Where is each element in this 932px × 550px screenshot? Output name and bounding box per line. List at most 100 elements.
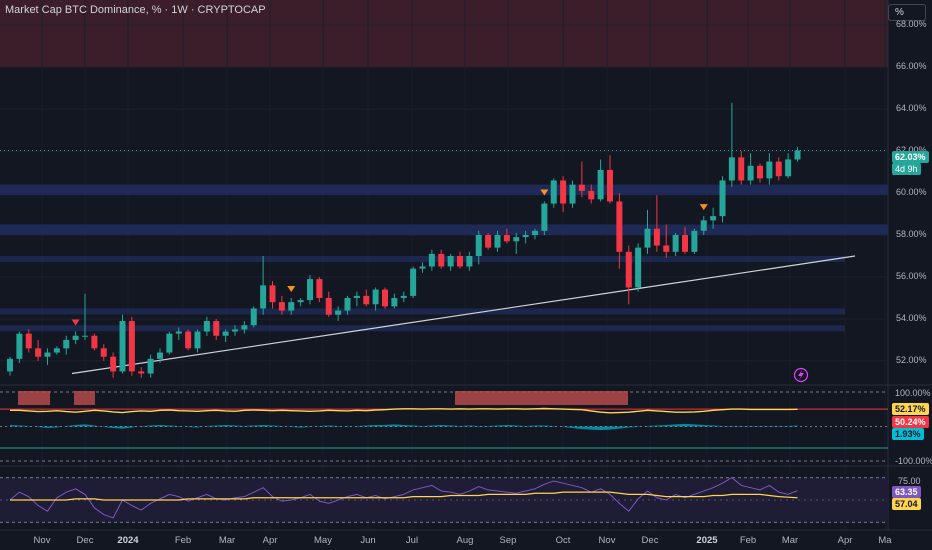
price-axis-label: 58.00%: [896, 229, 927, 240]
candle-body: [185, 331, 192, 349]
candle-body: [147, 358, 154, 374]
candle-body: [625, 251, 632, 288]
time-axis-label: Jul: [405, 535, 419, 546]
candle-body: [428, 253, 435, 267]
last-price-tag: 62.03%: [892, 151, 929, 163]
candle-body: [325, 297, 332, 315]
support-zone: [0, 256, 845, 262]
lightning-bolt-glyph: [798, 370, 804, 380]
sell-signal-icon: [699, 204, 708, 211]
candle-body: [682, 235, 688, 252]
candle-body: [635, 247, 642, 288]
time-axis-label: Jun: [360, 535, 376, 546]
candle-body: [532, 230, 538, 236]
candle-body: [710, 216, 717, 221]
candle-body: [63, 339, 70, 349]
resistance-zone: [0, 184, 888, 196]
oscillator-yellow-line: [10, 407, 798, 414]
candle-body: [138, 371, 145, 374]
candle-body: [128, 321, 135, 372]
symbol-title[interactable]: Market Cap BTC Dominance, % · 1W · CRYPT…: [5, 4, 266, 16]
price-axis-label: 54.00%: [896, 312, 927, 323]
price-axis-label: 66.00%: [896, 61, 927, 72]
candle-body: [644, 228, 651, 248]
time-axis-label: Dec: [76, 535, 94, 546]
candle-body: [794, 150, 801, 160]
sell-signal-icon: [287, 285, 296, 292]
time-axis-label: Aug: [456, 535, 474, 546]
oscillator-red-value: 50.24%: [892, 416, 929, 428]
candle-body: [53, 348, 60, 353]
time-axis-label: Mar: [781, 535, 799, 546]
candle-body: [466, 256, 473, 267]
candle-body: [728, 157, 735, 181]
candle-body: [691, 230, 698, 252]
time-axis-label: Sep: [499, 535, 517, 546]
candle-body: [35, 348, 42, 357]
candle-body: [7, 358, 13, 372]
oscillator-top-label: 100.00%: [895, 388, 931, 398]
support-zone: [0, 325, 845, 332]
rsi-ma-value: 57.04: [892, 498, 921, 510]
candle-body: [110, 356, 117, 372]
candle-body: [278, 302, 285, 311]
candle-body: [719, 180, 726, 217]
time-axis-label: Nov: [33, 535, 51, 546]
rsi-ma-line: [10, 491, 798, 501]
candle-body: [653, 228, 660, 246]
time-axis-label: 2025: [696, 535, 718, 546]
overbought-band: [0, 0, 888, 68]
candle-body: [307, 279, 313, 301]
candle-body: [232, 329, 238, 332]
lightning-bolt-icon: [793, 367, 809, 383]
support-zone: [0, 308, 845, 315]
price-axis-label: 62.00%: [896, 145, 927, 155]
candle-body: [391, 297, 398, 307]
candle-body: [757, 165, 763, 179]
price-axis-label: 52.00%: [896, 354, 927, 365]
candle-body: [203, 321, 210, 332]
candle-body: [400, 295, 407, 298]
trendline: [71, 255, 856, 375]
candle-body: [82, 335, 88, 337]
candle-body: [419, 266, 426, 269]
candle-body: [550, 180, 557, 204]
time-axis-label: Apr: [262, 535, 278, 546]
oscillator-histogram: [10, 423, 798, 431]
candle-body: [541, 203, 548, 231]
candle-body: [766, 161, 773, 179]
candle-body: [747, 165, 754, 181]
sell-signal-icon: [71, 319, 80, 326]
time-axis-label: Dec: [641, 535, 659, 546]
rsi-value: 63.35: [892, 486, 921, 498]
candle-body: [475, 235, 482, 256]
candle-body: [16, 333, 23, 359]
candle-body: [297, 300, 304, 303]
oscillator-highlight-block: [455, 391, 628, 405]
candle-body: [672, 235, 679, 252]
price-axis-label: 64.00%: [896, 103, 927, 114]
rsi-line: [9, 476, 798, 519]
candle-body: [503, 235, 510, 242]
countdown-tag: 4d 9h: [892, 163, 921, 175]
candle-body: [775, 161, 782, 177]
candle-body: [213, 321, 220, 336]
candle-body: [269, 285, 276, 303]
candle-body: [72, 335, 79, 340]
candle-body: [372, 289, 379, 305]
candle-body: [738, 157, 745, 181]
candle-body: [560, 180, 567, 204]
candle-body: [175, 331, 182, 334]
candle-body: [485, 235, 492, 248]
oscillator-cyan-value: 1.93%: [892, 428, 924, 440]
candle-body: [785, 159, 792, 177]
candle-body: [410, 268, 417, 296]
candle-body: [91, 335, 98, 349]
price-axis-label: 60.00%: [896, 187, 927, 198]
price-axis-label: 56.00%: [896, 270, 927, 281]
rsi-top-label: 75.00: [898, 476, 921, 486]
oscillator-highlight-block: [74, 391, 95, 405]
oscillator-highlight-block: [18, 391, 50, 405]
percent-scale-button[interactable]: %: [888, 4, 926, 21]
